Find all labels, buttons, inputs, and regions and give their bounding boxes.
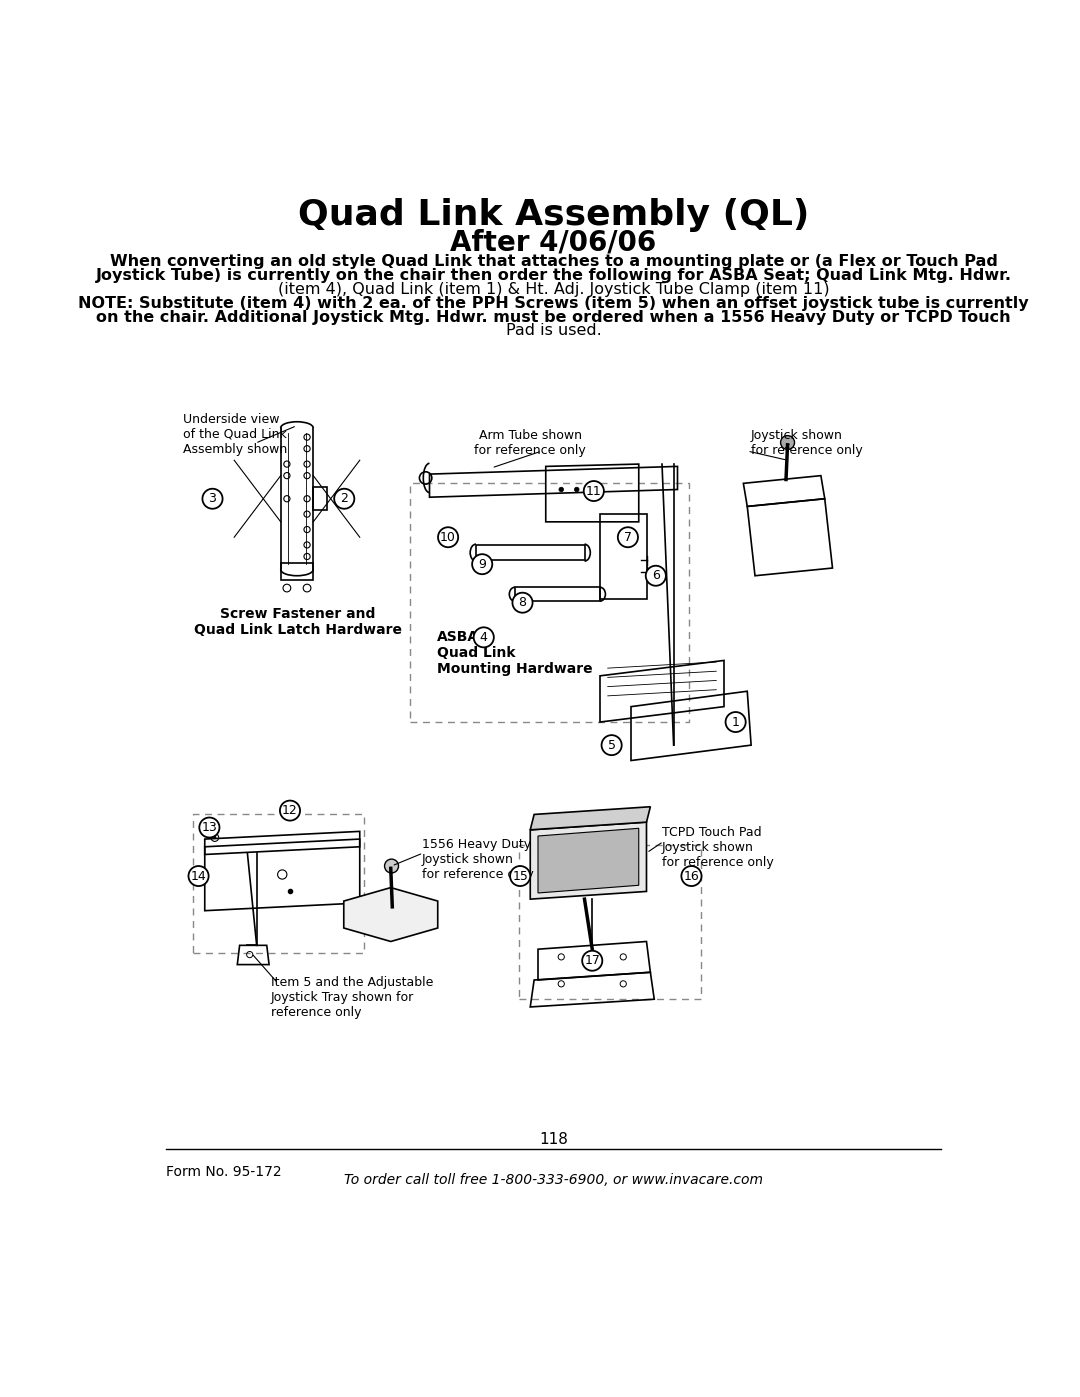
- Text: 17: 17: [584, 954, 600, 967]
- Polygon shape: [343, 887, 437, 942]
- Text: 11: 11: [586, 485, 602, 497]
- Polygon shape: [538, 828, 638, 893]
- Circle shape: [384, 859, 399, 873]
- Text: When converting an old style Quad Link that attaches to a mounting plate or (a F: When converting an old style Quad Link t…: [109, 254, 998, 270]
- Circle shape: [781, 436, 795, 450]
- Text: 14: 14: [191, 869, 206, 883]
- Bar: [193, 814, 364, 953]
- Text: 7: 7: [624, 531, 632, 543]
- Circle shape: [202, 489, 222, 509]
- Polygon shape: [530, 806, 650, 830]
- Text: on the chair. Additional Joystick Mtg. Hdwr. must be ordered when a 1556 Heavy D: on the chair. Additional Joystick Mtg. H…: [96, 310, 1011, 324]
- Text: 6: 6: [652, 569, 660, 583]
- Text: 3: 3: [208, 492, 216, 506]
- Text: 9: 9: [478, 557, 486, 571]
- Text: (item 4), Quad Link (item 1) & Ht. Adj. Joystick Tube Clamp (item 11): (item 4), Quad Link (item 1) & Ht. Adj. …: [278, 282, 829, 296]
- Text: 2: 2: [340, 492, 348, 506]
- Text: Joystick shown
for reference only: Joystick shown for reference only: [751, 429, 863, 457]
- Text: Arm Tube shown
for reference only: Arm Tube shown for reference only: [474, 429, 586, 457]
- Text: NOTE: Substitute (item 4) with 2 ea. of the PPH Screws (item 5) when an offset j: NOTE: Substitute (item 4) with 2 ea. of …: [78, 296, 1029, 310]
- Text: Item 5 and the Adjustable
Joystick Tray shown for
reference only: Item 5 and the Adjustable Joystick Tray …: [271, 977, 433, 1020]
- Text: Underside view
of the Quad Link
Assembly shown: Underside view of the Quad Link Assembly…: [183, 412, 287, 455]
- Text: 12: 12: [282, 805, 298, 817]
- Text: 15: 15: [512, 869, 528, 883]
- Circle shape: [280, 800, 300, 820]
- Text: 8: 8: [518, 597, 527, 609]
- Bar: [518, 845, 701, 999]
- Circle shape: [189, 866, 208, 886]
- Bar: [515, 587, 600, 601]
- Text: 1: 1: [731, 715, 740, 729]
- Circle shape: [510, 866, 530, 886]
- Circle shape: [582, 951, 603, 971]
- Text: Quad Link Assembly (QL): Quad Link Assembly (QL): [298, 198, 809, 232]
- Text: Pad is used.: Pad is used.: [505, 323, 602, 338]
- Text: Screw Fastener and
Quad Link Latch Hardware: Screw Fastener and Quad Link Latch Hardw…: [193, 606, 402, 637]
- Text: Joystick Tube) is currently on the chair then order the following for ASBA Seat;: Joystick Tube) is currently on the chair…: [95, 268, 1012, 284]
- Circle shape: [472, 555, 492, 574]
- Polygon shape: [530, 823, 647, 900]
- Text: After 4/06/06: After 4/06/06: [450, 228, 657, 256]
- Circle shape: [583, 481, 604, 502]
- Text: 5: 5: [608, 739, 616, 752]
- Text: 16: 16: [684, 869, 700, 883]
- Bar: [313, 488, 327, 510]
- Bar: [410, 483, 689, 722]
- Circle shape: [512, 592, 532, 613]
- Circle shape: [213, 835, 216, 840]
- Bar: [476, 545, 584, 560]
- Text: 13: 13: [202, 821, 217, 834]
- Circle shape: [559, 488, 564, 492]
- Bar: [281, 563, 313, 580]
- Text: ASBA
Quad Link
Mounting Hardware: ASBA Quad Link Mounting Hardware: [437, 630, 593, 676]
- Text: 4: 4: [480, 631, 488, 644]
- Circle shape: [438, 527, 458, 548]
- Circle shape: [334, 489, 354, 509]
- Circle shape: [681, 866, 702, 886]
- Circle shape: [602, 735, 622, 756]
- Text: 118: 118: [539, 1132, 568, 1147]
- Text: 1556 Heavy Duty
Joystick shown
for reference only: 1556 Heavy Duty Joystick shown for refer…: [422, 838, 534, 880]
- Text: 10: 10: [441, 531, 456, 543]
- Circle shape: [575, 488, 579, 492]
- Text: To order call toll free 1-800-333-6900, or www.invacare.com: To order call toll free 1-800-333-6900, …: [345, 1173, 762, 1187]
- Circle shape: [646, 566, 666, 585]
- Circle shape: [726, 712, 745, 732]
- Circle shape: [474, 627, 494, 647]
- Circle shape: [590, 488, 595, 492]
- Text: Form No. 95-172: Form No. 95-172: [166, 1165, 282, 1179]
- Circle shape: [618, 527, 638, 548]
- Circle shape: [200, 817, 219, 838]
- Text: TCPD Touch Pad
Joystick shown
for reference only: TCPD Touch Pad Joystick shown for refere…: [662, 826, 773, 869]
